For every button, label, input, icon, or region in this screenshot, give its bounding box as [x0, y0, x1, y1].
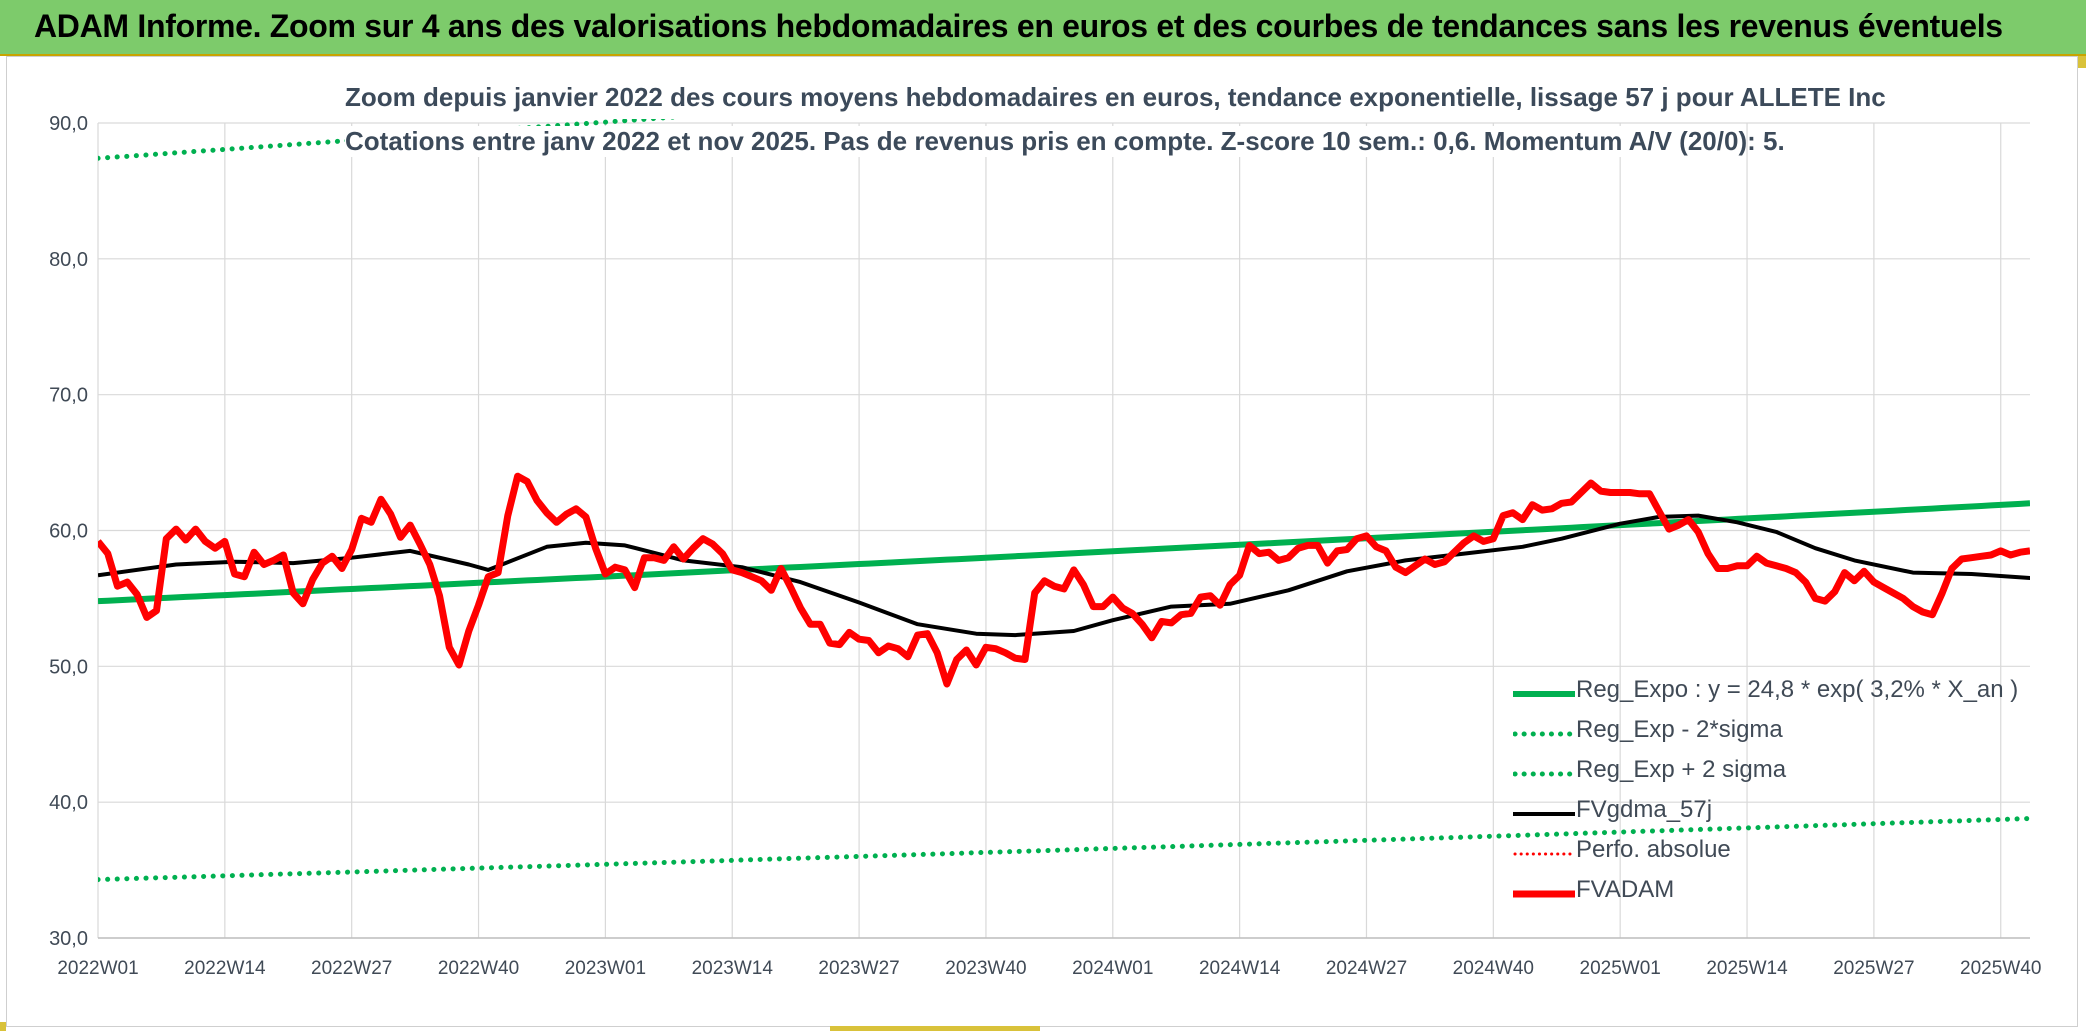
- y-tick-label: 80,0: [49, 249, 88, 271]
- x-tick-label: 2022W40: [438, 958, 519, 979]
- chart-title-line-1: Zoom depuis janvier 2022 des cours moyen…: [345, 82, 1886, 113]
- legend-swatch-fvgdma: [1513, 812, 1575, 816]
- y-tick-label: 60,0: [49, 521, 88, 543]
- legend-swatch-fvadam: [1513, 890, 1575, 898]
- legend-label-reg-plus: Reg_Exp + 2 sigma: [1576, 756, 1787, 783]
- legend-item-fvadam: FVADAM: [1505, 873, 2015, 913]
- report-title: ADAM Informe. Zoom sur 4 ans des valoris…: [34, 8, 2003, 44]
- legend-item-reg-expo: Reg_Expo : y = 24,8 * exp( 3,2% * X_an ): [1505, 673, 2019, 713]
- x-tick-label: 2022W27: [311, 958, 392, 979]
- x-tick-label: 2024W01: [1072, 958, 1153, 979]
- legend-swatch-perfo: [1513, 852, 1577, 856]
- x-tick-label: 2022W01: [57, 958, 138, 979]
- y-tick-label: 40,0: [49, 792, 88, 814]
- x-tick-label: 2025W14: [1706, 958, 1788, 979]
- x-tick-label: 2025W40: [1960, 958, 2041, 979]
- chart-legend: Reg_Expo : y = 24,8 * exp( 3,2% * X_an )…: [1505, 673, 2019, 913]
- x-tick-label: 2024W27: [1326, 958, 1407, 979]
- series-reg-minus-2sigma: [98, 816, 2030, 883]
- legend-item-reg-minus: Reg_Exp - 2*sigma: [1505, 713, 2015, 753]
- legend-label-reg-minus: Reg_Exp - 2*sigma: [1576, 716, 1783, 743]
- x-tick-label: 2024W40: [1453, 958, 1534, 979]
- legend-label-reg-expo: Reg_Expo : y = 24,8 * exp( 3,2% * X_an ): [1576, 676, 2019, 703]
- legend-swatch-reg-minus: [1513, 731, 1578, 737]
- legend-swatch-reg-plus: [1513, 771, 1578, 777]
- corner-marker-left: [0, 1022, 6, 1031]
- x-tick-label: 2024W14: [1199, 958, 1281, 979]
- series-fvgdma-57j: [98, 513, 2030, 638]
- corner-marker-right: [2078, 56, 2086, 68]
- legend-item-perfo: Perfo. absolue: [1505, 833, 2015, 873]
- legend-item-fvgdma: FVgdma_57j: [1505, 793, 2015, 833]
- y-tick-label: 30,0: [49, 928, 88, 950]
- x-tick-label: 2025W27: [1833, 958, 1914, 979]
- y-tick-label: 50,0: [49, 656, 88, 678]
- bottom-marker: [830, 1026, 1040, 1031]
- y-tick-label: 70,0: [49, 385, 88, 407]
- series-fvadam: [98, 472, 2030, 688]
- x-tick-label: 2022W14: [184, 958, 266, 979]
- x-tick-label: 2023W27: [818, 958, 899, 979]
- x-tick-label: 2023W14: [692, 958, 774, 979]
- x-tick-label: 2023W01: [565, 958, 646, 979]
- legend-label-fvadam: FVADAM: [1576, 876, 1675, 903]
- chart-title-line-2: Cotations entre janv 2022 et nov 2025. P…: [345, 126, 1785, 157]
- y-tick-label: 90,0: [49, 113, 88, 135]
- report-banner: ADAM Informe. Zoom sur 4 ans des valoris…: [0, 0, 2086, 56]
- series-reg-expo: [98, 500, 2030, 605]
- legend-label-fvgdma: FVgdma_57j: [1576, 796, 1713, 823]
- legend-item-reg-plus: Reg_Exp + 2 sigma: [1505, 753, 2015, 793]
- legend-swatch-reg-expo: [1513, 691, 1575, 697]
- legend-label-perfo: Perfo. absolue: [1576, 836, 1731, 863]
- x-tick-label: 2023W40: [945, 958, 1026, 979]
- x-tick-label: 2025W01: [1580, 958, 1661, 979]
